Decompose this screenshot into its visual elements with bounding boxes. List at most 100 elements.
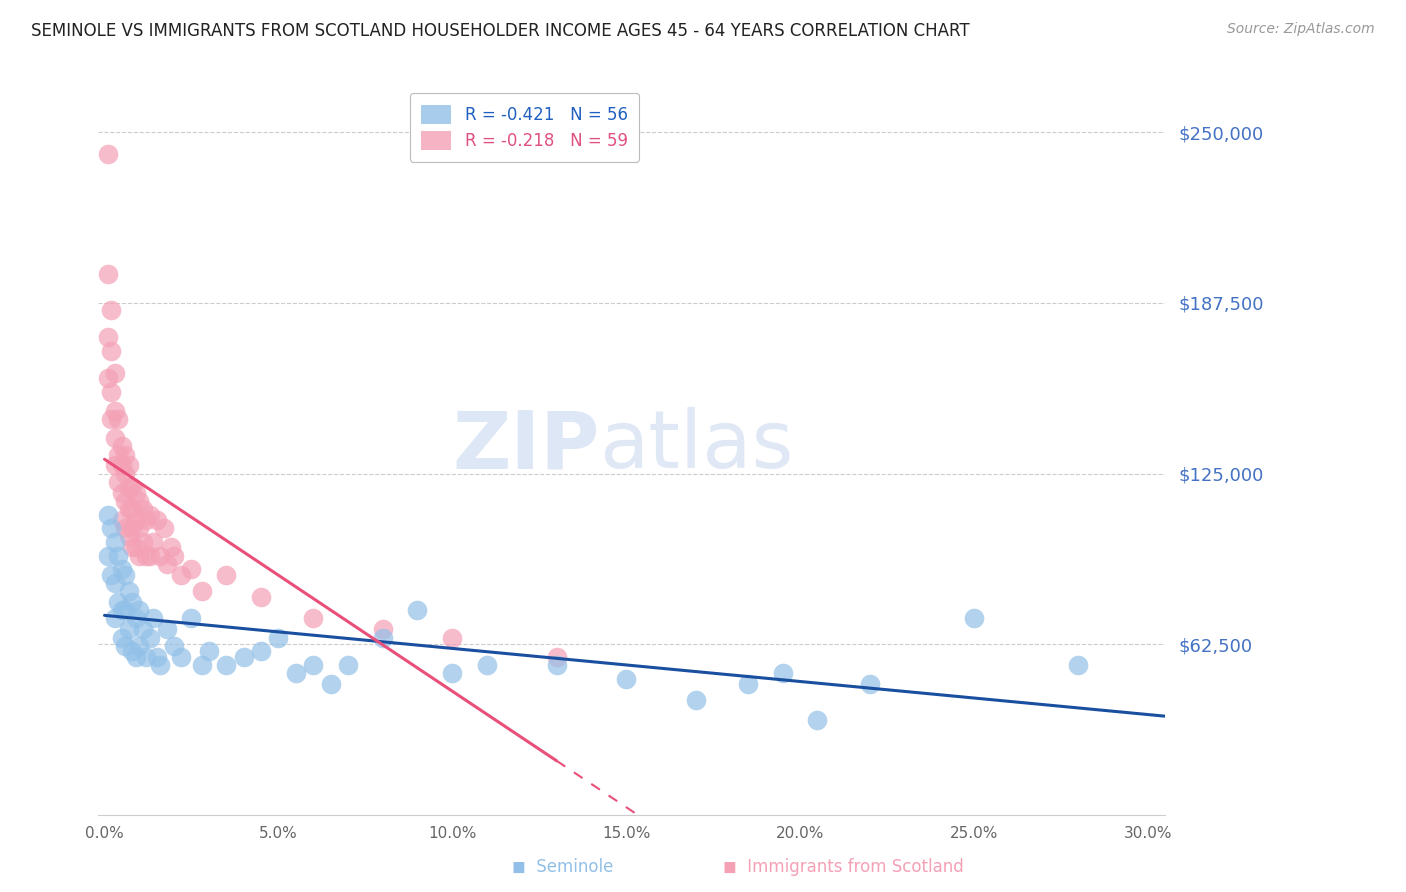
Text: ZIP: ZIP [453, 408, 599, 485]
Point [107, 412, 129, 426]
Point [138, 549, 160, 563]
Point [107, 549, 129, 563]
Point [128, 521, 150, 535]
Point [215, 657, 238, 672]
Point [163, 549, 186, 563]
Point [772, 666, 794, 681]
Point [406, 603, 429, 617]
Point [100, 521, 122, 535]
Point [371, 631, 394, 645]
Point [441, 631, 464, 645]
Point [546, 657, 568, 672]
Point [128, 494, 150, 508]
Point [97, 147, 120, 161]
Point [111, 458, 134, 473]
Point [475, 657, 498, 672]
Point [806, 713, 828, 727]
Point [125, 541, 148, 555]
Point [142, 611, 165, 625]
Point [118, 502, 141, 516]
Point [191, 584, 214, 599]
Point [149, 657, 172, 672]
Point [100, 302, 122, 317]
Point [121, 595, 143, 609]
Point [118, 584, 141, 599]
Point [111, 439, 134, 453]
Point [97, 549, 120, 563]
Point [142, 535, 165, 549]
Point [111, 562, 134, 576]
Point [963, 611, 986, 625]
Point [737, 677, 759, 691]
Point [145, 649, 167, 664]
Point [319, 677, 342, 691]
Text: atlas: atlas [599, 408, 793, 485]
Point [97, 508, 120, 522]
Point [156, 623, 179, 637]
Text: ◼  Seminole: ◼ Seminole [512, 858, 613, 876]
Point [107, 475, 129, 489]
Point [100, 384, 122, 399]
Text: ◼  Immigrants from Scotland: ◼ Immigrants from Scotland [723, 858, 965, 876]
Point [198, 644, 221, 658]
Point [125, 611, 148, 625]
Point [121, 644, 143, 658]
Text: SEMINOLE VS IMMIGRANTS FROM SCOTLAND HOUSEHOLDER INCOME AGES 45 - 64 YEARS CORRE: SEMINOLE VS IMMIGRANTS FROM SCOTLAND HOU… [31, 22, 970, 40]
Point [97, 267, 120, 281]
Point [302, 657, 325, 672]
Point [180, 562, 202, 576]
Point [135, 513, 157, 527]
Point [111, 631, 134, 645]
Point [125, 649, 148, 664]
Point [149, 549, 172, 563]
Point [215, 567, 238, 582]
Point [614, 672, 637, 686]
Point [118, 480, 141, 494]
Legend: R = -0.421   N = 56, R = -0.218   N = 59: R = -0.421 N = 56, R = -0.218 N = 59 [409, 93, 640, 161]
Point [97, 330, 120, 344]
Point [371, 623, 394, 637]
Point [128, 603, 150, 617]
Point [100, 412, 122, 426]
Point [100, 567, 122, 582]
Point [336, 657, 359, 672]
Point [128, 549, 150, 563]
Point [284, 666, 307, 681]
Point [128, 639, 150, 653]
Point [104, 366, 127, 380]
Point [104, 404, 127, 418]
Point [107, 595, 129, 609]
Point [156, 557, 179, 571]
Point [250, 644, 273, 658]
Point [114, 467, 136, 481]
Text: Source: ZipAtlas.com: Source: ZipAtlas.com [1227, 22, 1375, 37]
Point [114, 639, 136, 653]
Point [152, 521, 174, 535]
Point [546, 649, 568, 664]
Point [111, 603, 134, 617]
Point [138, 508, 160, 522]
Point [132, 535, 155, 549]
Point [1067, 657, 1090, 672]
Point [104, 576, 127, 591]
Point [114, 567, 136, 582]
Point [180, 611, 202, 625]
Point [114, 494, 136, 508]
Point [118, 529, 141, 543]
Point [121, 480, 143, 494]
Point [132, 623, 155, 637]
Point [302, 611, 325, 625]
Point [135, 549, 157, 563]
Point [125, 485, 148, 500]
Point [114, 448, 136, 462]
Point [132, 502, 155, 516]
Point [111, 485, 134, 500]
Point [104, 611, 127, 625]
Point [170, 567, 193, 582]
Point [121, 502, 143, 516]
Point [118, 623, 141, 637]
Point [685, 693, 707, 707]
Point [111, 513, 134, 527]
Point [118, 458, 141, 473]
Point [163, 639, 186, 653]
